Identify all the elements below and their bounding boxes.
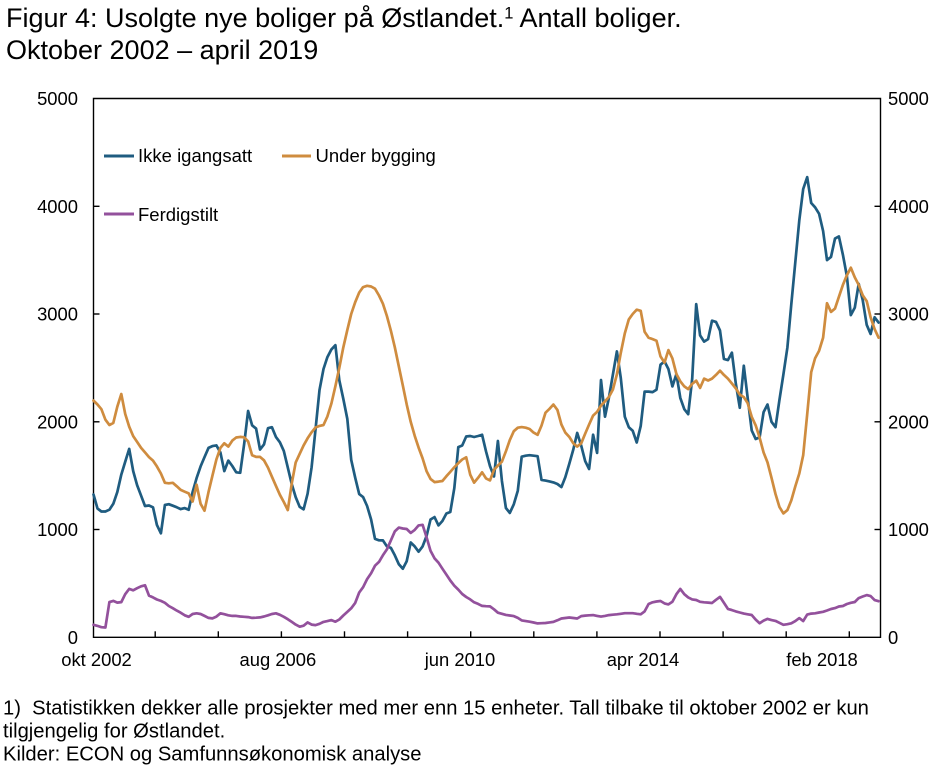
svg-text:apr 2014: apr 2014	[607, 649, 680, 670]
svg-text:1000: 1000	[888, 519, 929, 540]
svg-text:1) Statistikken dekker alle p: 1) Statistikken dekker alle prosjekter m…	[3, 698, 869, 720]
svg-text:4000: 4000	[888, 196, 929, 217]
svg-text:feb 2018: feb 2018	[786, 649, 858, 670]
svg-text:0: 0	[888, 627, 898, 648]
svg-text:okt 2002: okt 2002	[61, 649, 132, 670]
svg-text:Ferdigstilt: Ferdigstilt	[138, 204, 218, 225]
svg-text:0: 0	[68, 627, 78, 648]
svg-text:Ikke igangsatt: Ikke igangsatt	[138, 145, 252, 166]
svg-text:2000: 2000	[888, 411, 929, 432]
svg-text:Oktober 2002 – april 2019: Oktober 2002 – april 2019	[6, 35, 318, 65]
svg-text:3000: 3000	[888, 304, 929, 325]
svg-text:5000: 5000	[37, 88, 78, 109]
svg-text:1000: 1000	[37, 519, 78, 540]
svg-text:2000: 2000	[37, 411, 78, 432]
svg-text:jun 2010: jun 2010	[424, 649, 496, 670]
svg-text:4000: 4000	[37, 196, 78, 217]
svg-text:5000: 5000	[888, 88, 929, 109]
svg-text:Kilder: ECON og Samfunnsøkonom: Kilder: ECON og Samfunnsøkonomisk analys…	[3, 744, 422, 766]
svg-text:tilgjengelig for Østlandet.: tilgjengelig for Østlandet.	[3, 721, 225, 743]
svg-text:aug 2006: aug 2006	[240, 649, 317, 670]
svg-text:Under bygging: Under bygging	[316, 145, 436, 166]
svg-text:3000: 3000	[37, 304, 78, 325]
svg-text:Figur 4: Usolgte nye boliger p: Figur 4: Usolgte nye boliger på Østlande…	[6, 3, 682, 33]
